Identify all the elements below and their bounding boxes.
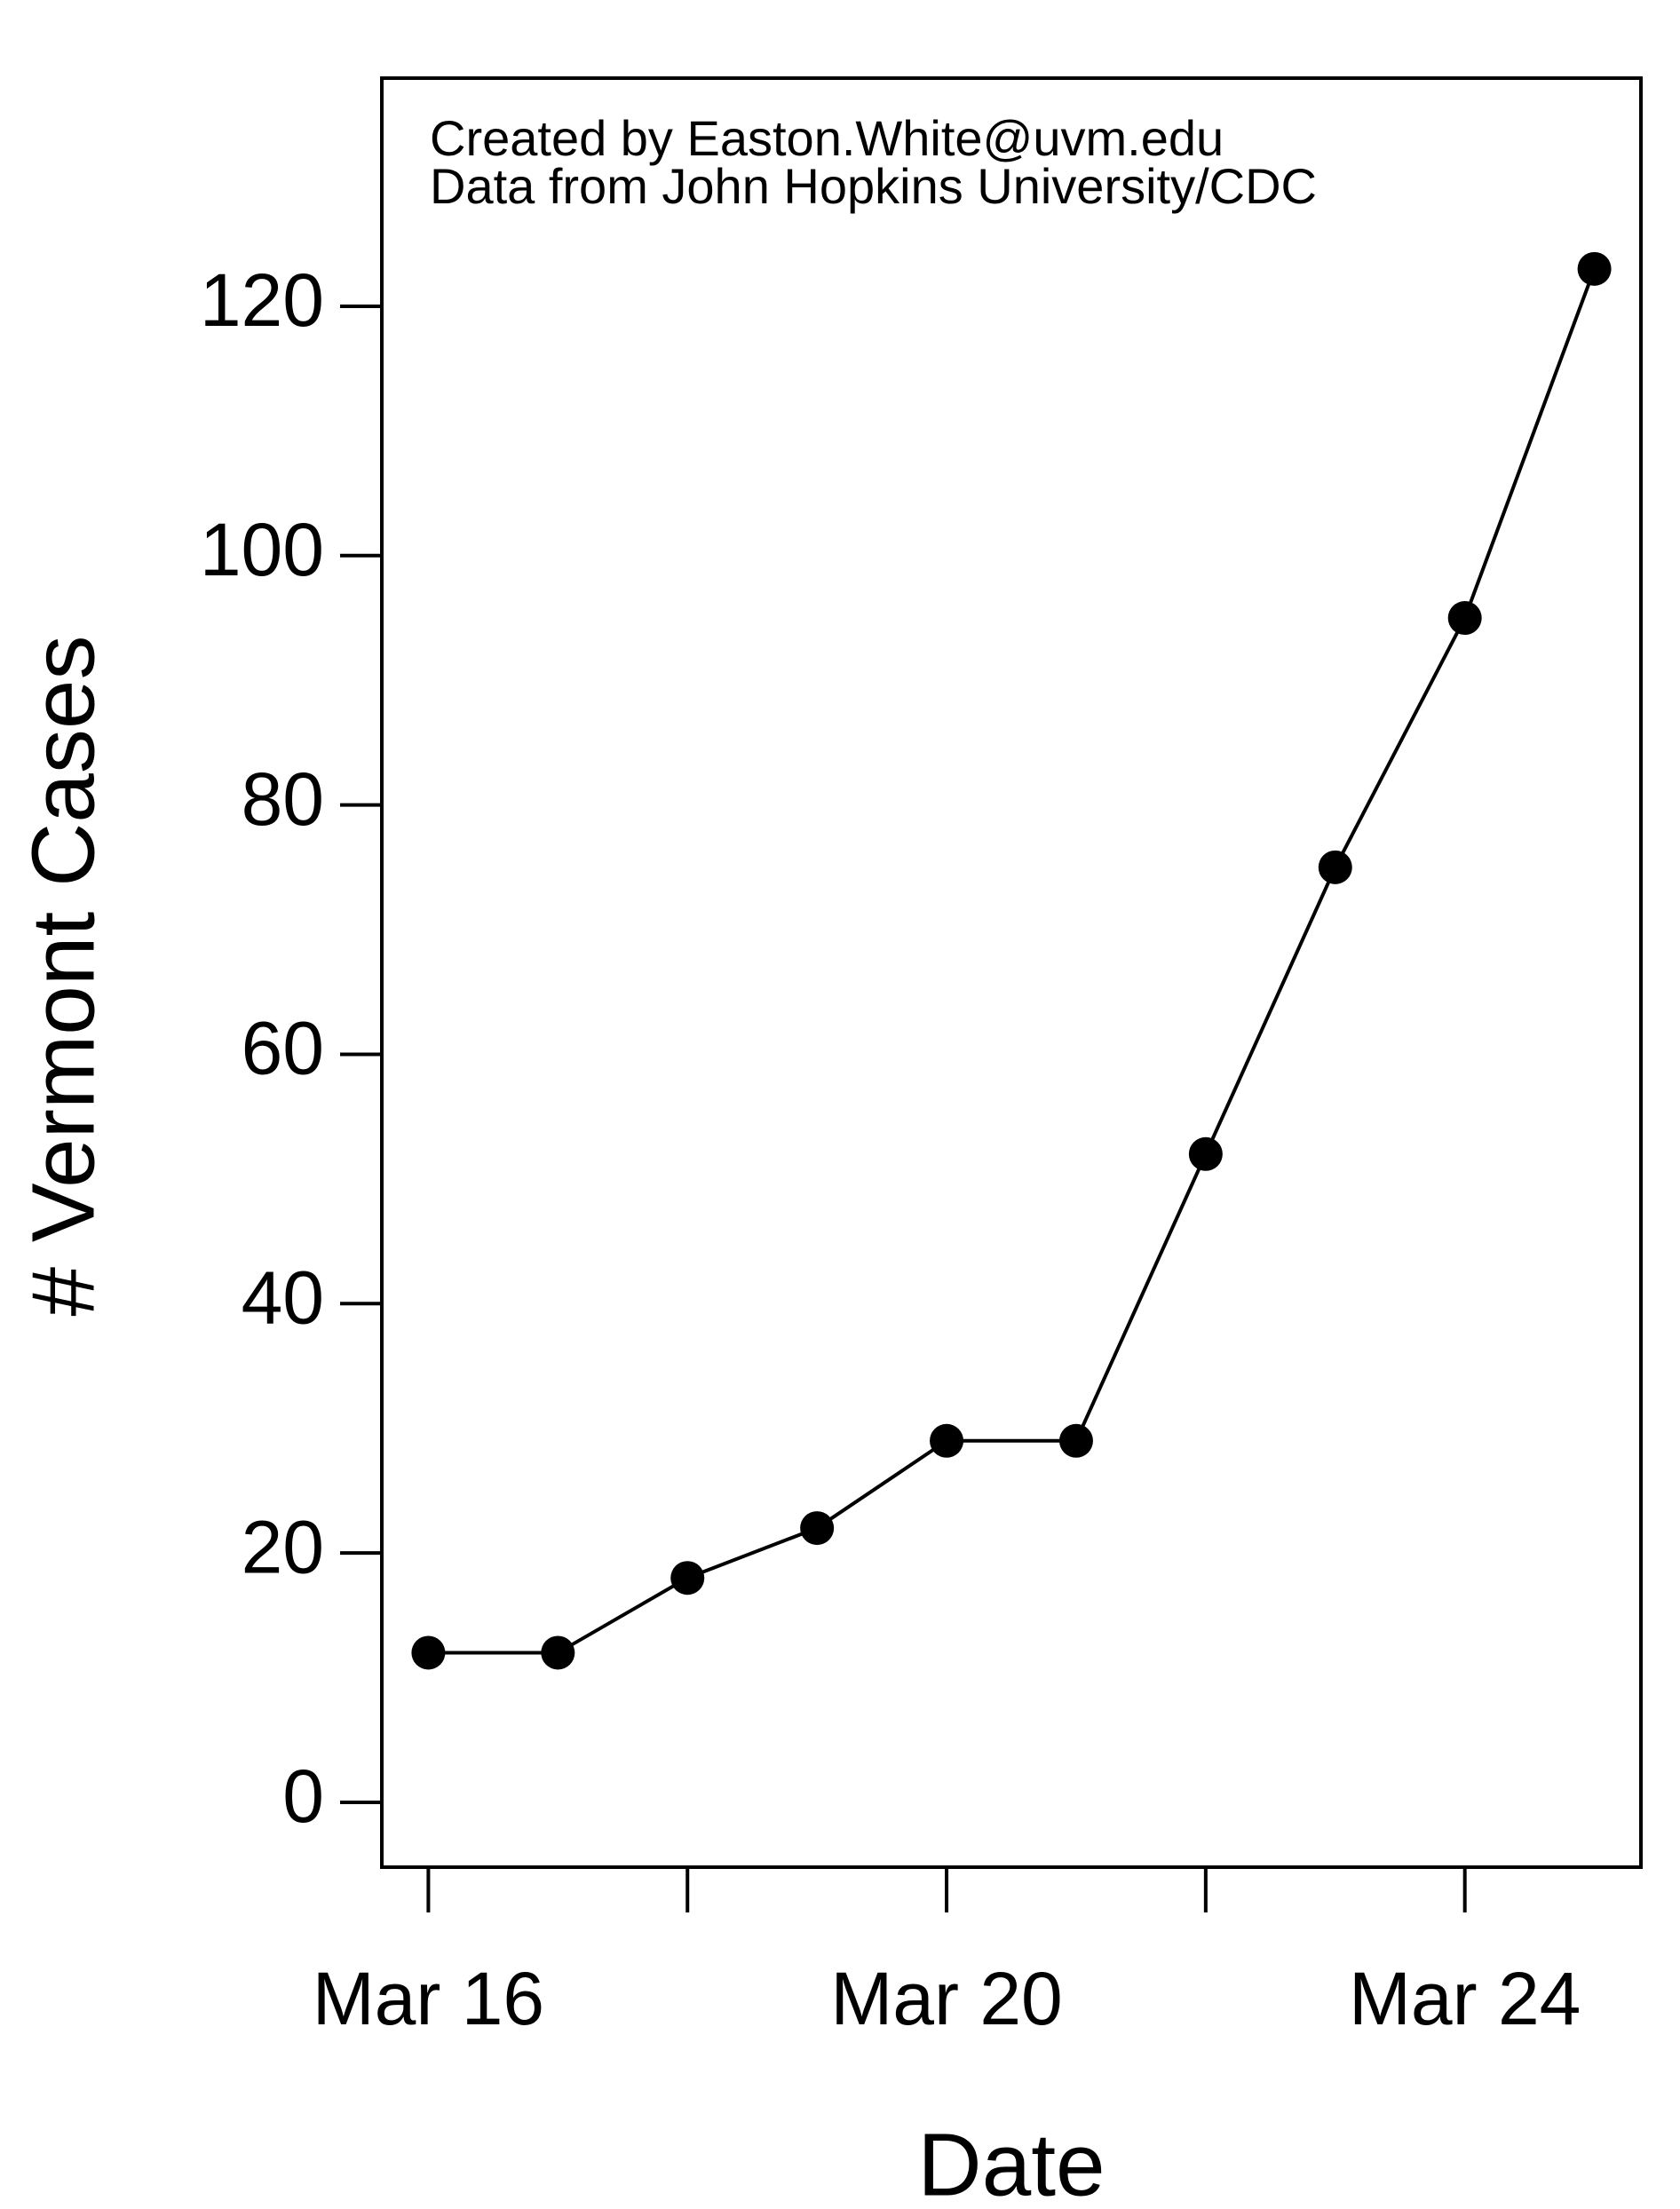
data-point xyxy=(1058,1423,1093,1458)
x-axis-label: Date xyxy=(917,2115,1105,2209)
data-point xyxy=(411,1635,446,1670)
x-tick-label: Mar 16 xyxy=(313,1957,544,2040)
data-point xyxy=(800,1511,835,1546)
plot-frame xyxy=(380,76,1643,1869)
y-tick-label: 80 xyxy=(242,757,324,841)
y-tick-label: 120 xyxy=(200,258,324,342)
annotation: Data from John Hopkins University/CDC xyxy=(430,158,1317,214)
y-tick-label: 40 xyxy=(242,1255,324,1339)
data-point xyxy=(1577,251,1612,286)
data-point xyxy=(1447,601,1482,636)
y-tick-label: 20 xyxy=(242,1505,324,1588)
data-point xyxy=(541,1635,575,1670)
y-axis-label: # Vermont Cases xyxy=(13,635,113,1316)
annotation: Created by Easton.White@uvm.edu xyxy=(430,110,1224,166)
data-point xyxy=(670,1561,705,1595)
data-point xyxy=(930,1423,964,1458)
x-tick-label: Mar 24 xyxy=(1349,1957,1581,2040)
y-tick-label: 0 xyxy=(282,1754,324,1838)
y-tick-label: 100 xyxy=(200,508,324,591)
data-point xyxy=(1318,850,1352,884)
series-line xyxy=(428,268,1597,1655)
data-point xyxy=(1188,1136,1223,1171)
y-tick-label: 60 xyxy=(242,1007,324,1090)
x-tick-label: Mar 20 xyxy=(830,1957,1062,2040)
